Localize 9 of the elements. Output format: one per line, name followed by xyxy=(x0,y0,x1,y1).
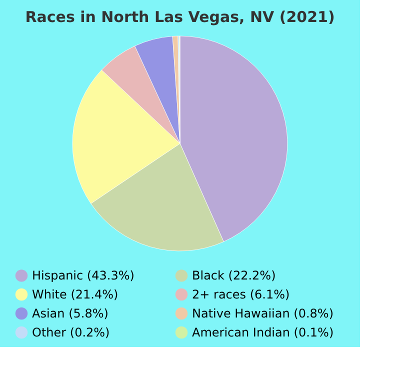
legend-label: Asian (5.8%) xyxy=(32,306,108,320)
legend-label: Other (0.2%) xyxy=(32,326,110,340)
chart-title: Races in North Las Vegas, NV (2021) xyxy=(25,8,335,26)
legend-label: White (21.4%) xyxy=(32,288,118,302)
legend-label: Hispanic (43.3%) xyxy=(32,268,134,283)
legend-label: Black (22.2%) xyxy=(192,268,276,283)
legend-label: Native Hawaiian (0.8%) xyxy=(192,306,334,320)
legend-label: American Indian (0.1%) xyxy=(192,326,334,340)
legend-label: 2+ races (6.1%) xyxy=(192,288,290,302)
